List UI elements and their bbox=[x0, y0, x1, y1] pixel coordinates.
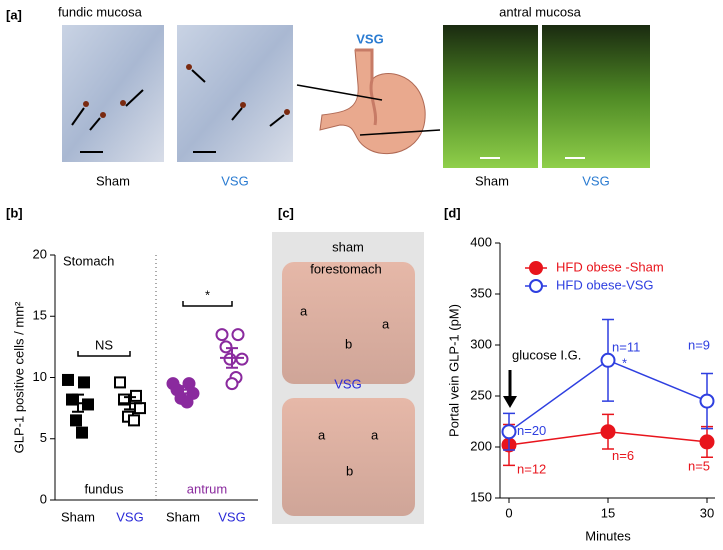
panel-label: [c] bbox=[278, 205, 294, 220]
point bbox=[223, 352, 237, 366]
comparison-bracket bbox=[77, 351, 131, 357]
point bbox=[215, 328, 229, 342]
region-mark: a bbox=[300, 303, 308, 318]
stained-cells bbox=[83, 64, 290, 118]
point bbox=[699, 393, 715, 409]
point bbox=[219, 340, 233, 354]
point bbox=[600, 352, 616, 368]
region-label: forestomach bbox=[310, 261, 382, 276]
y-tick-label: 400 bbox=[470, 234, 492, 249]
region-mark: b bbox=[345, 336, 352, 351]
fundic-title: fundic mucosa bbox=[58, 4, 143, 19]
antral-title: antral mucosa bbox=[499, 4, 581, 19]
point bbox=[600, 424, 616, 440]
x-tick-label: 15 bbox=[601, 505, 615, 520]
caption: VSG bbox=[582, 173, 609, 188]
point bbox=[76, 426, 88, 439]
y-axis-label: GLP-1 positive cells / mm² bbox=[11, 301, 26, 453]
comparison-bracket bbox=[182, 301, 233, 307]
y-tick-label: 200 bbox=[470, 438, 492, 453]
legend-label: HFD obese -Sham bbox=[556, 259, 664, 274]
point bbox=[235, 352, 249, 366]
comparison-label: NS bbox=[95, 337, 113, 352]
n-label: n=20 bbox=[517, 423, 546, 438]
y-axis-label: Portal vein GLP-1 (pM) bbox=[446, 304, 461, 437]
n-label: n=5 bbox=[688, 458, 710, 473]
y-tick-label: 10 bbox=[33, 369, 47, 384]
region-mark: a bbox=[371, 427, 379, 442]
point bbox=[180, 395, 194, 409]
fundic-sham-image bbox=[62, 25, 164, 162]
point bbox=[62, 373, 74, 386]
point bbox=[70, 414, 82, 427]
point bbox=[130, 389, 142, 402]
comparison-label: * bbox=[205, 287, 210, 302]
y-tick-label: 300 bbox=[470, 336, 492, 351]
n-label: n=12 bbox=[517, 461, 546, 476]
y-tick-label: 20 bbox=[33, 246, 47, 261]
y-tick-label: 5 bbox=[40, 430, 47, 445]
significance: * bbox=[622, 356, 627, 371]
error-bar bbox=[124, 396, 136, 411]
arrow-head bbox=[503, 396, 517, 408]
point bbox=[82, 398, 94, 411]
point bbox=[231, 328, 245, 342]
point bbox=[225, 377, 239, 391]
sham-photo bbox=[282, 262, 415, 384]
n-label: n=9 bbox=[688, 338, 710, 353]
region-label: antrum bbox=[187, 481, 227, 496]
point bbox=[699, 434, 715, 450]
panel-label: [a] bbox=[6, 7, 22, 22]
photo-title: sham bbox=[332, 239, 364, 254]
panel-label: [d] bbox=[444, 205, 461, 220]
x-axis-label: Minutes bbox=[585, 528, 631, 543]
panel-label: [b] bbox=[6, 205, 23, 220]
x-tick-label: VSG bbox=[116, 509, 143, 524]
sleeve-line bbox=[355, 48, 378, 126]
n-label: n=6 bbox=[612, 448, 634, 463]
pointer-arrows bbox=[296, 84, 441, 136]
fundic-vsg-image bbox=[177, 25, 293, 162]
y-tick-label: 15 bbox=[33, 308, 47, 323]
legend-label: HFD obese-VSG bbox=[556, 277, 654, 292]
point bbox=[134, 402, 146, 415]
point bbox=[114, 376, 126, 389]
point bbox=[128, 414, 140, 427]
x-tick-label: 30 bbox=[700, 505, 714, 520]
y-tick-label: 350 bbox=[470, 285, 492, 300]
error-bar bbox=[177, 385, 189, 395]
region-mark: b bbox=[346, 463, 353, 478]
antral-vsg-image bbox=[542, 25, 650, 168]
caption: Sham bbox=[96, 173, 130, 188]
photo-title: VSG bbox=[334, 376, 361, 391]
x-tick-label: 0 bbox=[505, 505, 512, 520]
error-bar bbox=[226, 347, 238, 369]
caption: Sham bbox=[475, 173, 509, 188]
point bbox=[501, 424, 517, 440]
legend-marker bbox=[529, 279, 543, 293]
n-label: n=11 bbox=[612, 340, 640, 355]
region-label: fundus bbox=[84, 481, 124, 496]
error-bar bbox=[72, 393, 84, 413]
point bbox=[78, 376, 90, 389]
caption: VSG bbox=[221, 173, 248, 188]
x-tick-label: VSG bbox=[218, 509, 245, 524]
y-tick-label: 250 bbox=[470, 387, 492, 402]
surgery-label: VSG bbox=[356, 31, 383, 46]
x-tick-label: Sham bbox=[166, 509, 200, 524]
x-tick-label: Sham bbox=[61, 509, 95, 524]
annotation: glucose I.G. bbox=[512, 347, 581, 362]
cell-arrows bbox=[71, 69, 285, 131]
chart-title: Stomach bbox=[63, 253, 114, 268]
region-mark: a bbox=[382, 316, 390, 331]
y-tick-label: 0 bbox=[40, 491, 47, 506]
legend-marker bbox=[529, 261, 543, 275]
y-tick-label: 150 bbox=[470, 489, 492, 504]
vsg-photo bbox=[282, 398, 415, 516]
region-mark: a bbox=[318, 427, 326, 442]
antral-sham-image bbox=[443, 25, 538, 168]
